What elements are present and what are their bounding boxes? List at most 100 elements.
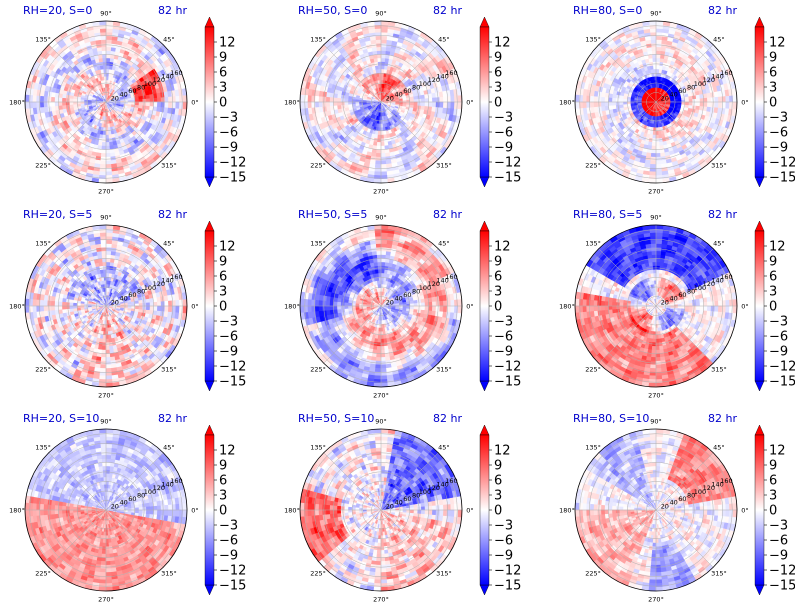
heatmap-cell <box>101 161 106 165</box>
heatmap-cell <box>414 102 418 105</box>
heatmap-cell <box>165 97 169 102</box>
heatmap-cell <box>418 102 422 106</box>
heatmap-cell <box>315 102 319 108</box>
heatmap-cell <box>106 172 112 176</box>
angle-tick-label: 135° <box>35 36 51 44</box>
heatmap-cell <box>179 95 183 102</box>
heatmap-cell <box>69 99 73 102</box>
heatmap-cell <box>304 95 308 102</box>
heatmap-cell <box>381 62 385 66</box>
heatmap-cell <box>106 142 110 146</box>
heatmap-cell <box>376 39 381 43</box>
heatmap-cell <box>454 102 458 109</box>
colorbar-tick-label: −9 <box>219 141 238 156</box>
heatmap-cell <box>102 50 106 54</box>
heatmap-cell <box>381 142 385 146</box>
heatmap-cell <box>51 102 55 107</box>
heatmap-cell <box>376 47 381 51</box>
colorbar-tick-label: 6 <box>219 66 227 81</box>
heatmap-cell <box>146 98 150 102</box>
heatmap-cell <box>381 39 386 43</box>
heatmap-cell <box>375 36 381 40</box>
heatmap-cell <box>304 102 308 109</box>
heatmap-cell <box>381 58 385 62</box>
heatmap-cell <box>376 161 381 165</box>
heatmap-cell <box>102 58 106 62</box>
heatmap-cell <box>381 36 387 40</box>
heatmap-cell <box>374 25 381 29</box>
heatmap-cell <box>100 36 106 40</box>
colorbar-tick-label: 3 <box>219 81 227 96</box>
heatmap-cell <box>381 172 387 176</box>
angle-tick-label: 270° <box>98 188 114 196</box>
heatmap-cell <box>106 25 113 29</box>
heatmap-cell <box>381 73 384 77</box>
heatmap-cell <box>403 102 407 104</box>
heatmap-cell <box>100 164 106 168</box>
heatmap-cell <box>410 102 414 105</box>
heatmap-cell <box>54 98 58 102</box>
heatmap-cell <box>102 139 106 143</box>
heatmap-cell <box>421 98 425 102</box>
heatmap-cell <box>326 97 330 102</box>
heatmap-cell <box>379 124 381 128</box>
heatmap-cell <box>352 99 356 102</box>
heatmap-cell <box>307 96 311 102</box>
heatmap-cell <box>443 102 447 108</box>
heatmap-cell <box>40 96 44 102</box>
heatmap-cell <box>106 161 111 165</box>
heatmap-cell <box>440 97 444 102</box>
heatmap-cell <box>43 97 47 102</box>
heatmap-cell <box>381 47 386 51</box>
heatmap-cell <box>348 99 352 102</box>
heatmap-cell <box>106 65 109 69</box>
heatmap-cell <box>101 153 106 157</box>
heatmap-cell <box>381 28 387 32</box>
heatmap-cell <box>106 62 110 66</box>
heatmap-cell <box>377 58 381 62</box>
polar-panel: 20 40 60 801001201401600°45°90°135°180°225°… <box>284 4 521 196</box>
heatmap-cell <box>106 175 113 179</box>
heatmap-cell <box>62 98 66 102</box>
heatmap-cell <box>329 98 333 102</box>
angle-tick-label: 45° <box>163 36 175 44</box>
heatmap-cell <box>326 102 330 107</box>
colorbar-extend-max <box>205 17 214 27</box>
heatmap-cell <box>157 97 161 102</box>
heatmap-cell <box>318 102 322 107</box>
heatmap-cell <box>168 96 172 102</box>
heatmap-cell <box>43 102 47 107</box>
colorbar-tick-label: 9 <box>219 51 227 66</box>
heatmap-cell <box>307 102 311 108</box>
heatmap-cell <box>355 100 359 102</box>
angle-tick-label: 180° <box>9 99 25 107</box>
heatmap-cell <box>106 164 112 168</box>
heatmap-cell <box>102 142 106 146</box>
heatmap-cell <box>51 97 55 102</box>
colorbar-extend-min <box>205 177 214 187</box>
heatmap-cell <box>80 100 84 102</box>
heatmap-cell <box>381 50 385 54</box>
heatmap-cell <box>381 175 388 179</box>
angle-tick-label: 315° <box>161 161 177 169</box>
heatmap-cell <box>429 98 433 102</box>
heatmap-cell <box>378 128 381 132</box>
polar-panel: 20 40 60 801001201401600°45°90°135°180°225°… <box>9 4 246 196</box>
heatmap-cell <box>375 164 381 168</box>
heatmap-cell <box>377 139 381 143</box>
heatmap-cell <box>106 76 108 80</box>
heatmap-cell <box>62 102 66 106</box>
heatmap-cell <box>451 96 455 102</box>
heatmap-cell <box>375 28 381 32</box>
figure: 20 40 60 801001201401600°45°90°135°180°225°… <box>0 0 795 612</box>
heatmap-cell <box>106 36 112 40</box>
heatmap-cell <box>381 69 384 73</box>
heatmap-cell <box>106 28 112 32</box>
heatmap-cell <box>143 102 147 106</box>
heatmap-cell <box>157 102 161 107</box>
colorbar-tick-label: 12 <box>219 36 236 51</box>
radial-tick-label: 20 <box>111 94 119 102</box>
heatmap-cell <box>375 172 381 176</box>
heatmap-cell <box>106 150 110 154</box>
panel-time-label: 82 hr <box>158 4 187 17</box>
